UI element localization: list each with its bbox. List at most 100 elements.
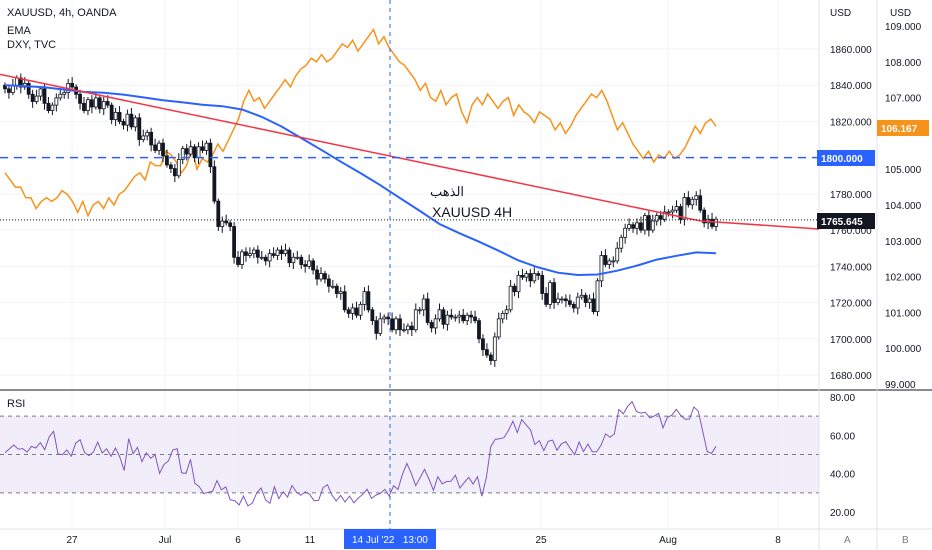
dxy-tick-label: 107.000 <box>885 94 922 105</box>
candle-body <box>560 298 564 301</box>
candle-body <box>303 264 308 267</box>
rsi-legend[interactable]: RSI <box>7 398 25 410</box>
candle-body <box>386 316 391 320</box>
candle-body <box>358 303 363 316</box>
candle-body <box>714 218 718 227</box>
candle-body <box>398 318 402 331</box>
candle-body <box>536 273 541 276</box>
candle-body <box>564 298 568 302</box>
candle-body <box>686 197 691 206</box>
candle-body <box>105 101 110 106</box>
candle-body <box>413 309 418 331</box>
dxy-legend[interactable]: DXY, TVC <box>7 39 56 51</box>
dxy-tick-label: 109.000 <box>885 22 922 33</box>
trendline[interactable] <box>0 73 820 230</box>
candle-body <box>86 99 90 111</box>
candle-body <box>153 144 158 151</box>
rsi-tick-label: 60.00 <box>830 431 855 442</box>
candle-body <box>702 209 707 224</box>
candle-body <box>520 274 525 278</box>
candle-body <box>603 255 608 265</box>
candle-body <box>113 111 118 121</box>
horizontal-level[interactable] <box>0 156 819 221</box>
candle-body <box>678 206 683 220</box>
scale-b-button[interactable]: B <box>902 535 909 546</box>
candle-body <box>323 273 327 280</box>
candle-body <box>54 97 59 106</box>
candle-body <box>311 260 316 271</box>
candle-body <box>161 142 165 157</box>
candle-body <box>615 247 620 262</box>
candle-body <box>409 325 414 331</box>
candle-body <box>172 168 177 177</box>
candle-body <box>362 291 367 305</box>
candle-body <box>319 273 323 280</box>
ema-legend[interactable]: EMA <box>7 25 32 37</box>
candle-body <box>583 294 588 303</box>
candle-body <box>121 121 126 126</box>
symbol-title[interactable]: XAUUSD, 4h, OANDA <box>7 7 117 19</box>
candle-body <box>611 260 616 263</box>
candle-body <box>232 226 237 258</box>
candle-body <box>643 215 647 231</box>
dxy-badge-text: 106.167 <box>881 124 918 135</box>
candle-body <box>405 325 410 331</box>
time-axis-ticks[interactable]: 27 Jul 6 11 25 Aug 8 <box>66 535 781 546</box>
candle-body <box>334 285 339 294</box>
candle-body <box>275 249 280 256</box>
candle-body <box>342 291 347 311</box>
dxy-axis-ticks[interactable]: 109.000 108.000 107.000 105.000 104.000 103.0… <box>885 22 922 391</box>
trendline-line[interactable] <box>0 73 820 230</box>
candle-body <box>437 309 442 320</box>
candle-body <box>279 249 284 255</box>
price-tick-label: 1720.000 <box>830 299 872 310</box>
time-tick-label: 6 <box>235 535 241 546</box>
candle-body <box>188 146 193 155</box>
candle-body <box>212 166 217 202</box>
candle-body <box>176 159 181 177</box>
time-tick-label: Aug <box>659 535 677 546</box>
candle-body <box>623 227 628 238</box>
rsi-axis-ticks[interactable]: 80.00 60.00 40.00 20.00 <box>830 393 855 519</box>
price-tick-label: 1740.000 <box>830 262 872 273</box>
dxy-axis-currency: USD <box>890 8 911 19</box>
candle-body <box>283 249 288 255</box>
candle-body <box>224 220 229 224</box>
candle-body <box>168 164 173 169</box>
candle-body <box>82 102 86 111</box>
dxy-tick-label: 103.000 <box>885 237 922 248</box>
candle-body <box>504 309 509 314</box>
candle-body <box>646 215 651 231</box>
time-tick-label: 11 <box>305 535 316 546</box>
level-badge-text: 1800.000 <box>821 154 863 165</box>
candle-body <box>7 88 11 93</box>
annotation-title: XAUUSD 4H <box>432 204 512 220</box>
price-axis-ticks[interactable]: 1860.000 1840.000 1820.000 1780.000 1760.000… <box>830 45 872 382</box>
candle-body <box>457 314 462 318</box>
candle-body <box>650 220 655 231</box>
candle-body <box>354 307 359 316</box>
candle-body <box>552 282 556 303</box>
candle-body <box>512 285 517 293</box>
candle-body <box>137 117 142 140</box>
annotation-arabic: الذهب <box>430 184 464 199</box>
candle-body <box>492 336 497 361</box>
candle-body <box>307 260 312 267</box>
candle-body <box>461 314 466 322</box>
candle-body <box>607 260 612 265</box>
candle-body <box>484 349 489 356</box>
candle-body <box>366 291 371 311</box>
candle-body <box>18 77 23 88</box>
candle-body <box>619 236 624 249</box>
auto-scale-button[interactable]: A <box>844 535 851 546</box>
candle-body <box>97 97 102 110</box>
candle-body <box>200 146 205 151</box>
candle-body <box>228 222 233 227</box>
candle-body <box>216 200 221 227</box>
candle-body <box>631 224 635 229</box>
candle-body <box>496 318 501 338</box>
candle-body <box>50 104 55 111</box>
rsi-tick-label: 20.00 <box>830 508 855 519</box>
candle-body <box>180 148 185 160</box>
